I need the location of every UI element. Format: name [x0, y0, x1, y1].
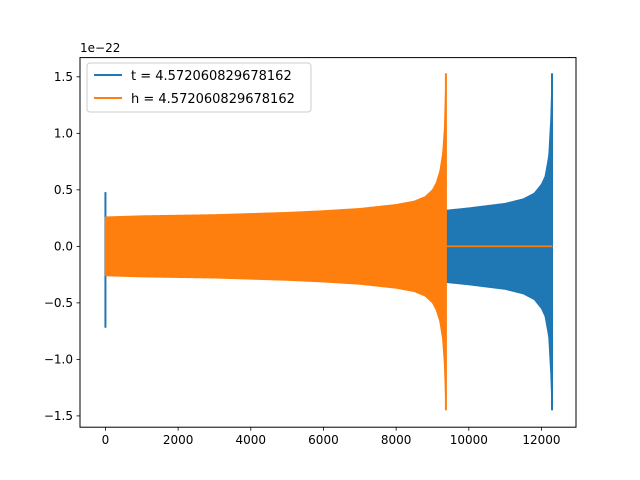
y-tick-label: 1.0: [54, 127, 73, 141]
x-axis: 0 2000 4000 6000 8000 10000 12000: [102, 427, 561, 447]
plot-frame: [79, 57, 577, 428]
x-tick-label: 12000: [522, 433, 560, 447]
legend-label-t: t = 4.572060829678162: [131, 69, 292, 84]
y-tick-label: −0.5: [44, 296, 73, 310]
series-layer: [104, 73, 554, 411]
x-tick-label: 8000: [381, 433, 412, 447]
series-oscillation: [104, 216, 109, 276]
legend: t = 4.572060829678162 h = 4.572060829678…: [86, 62, 312, 113]
x-tick-label: 0: [102, 433, 110, 447]
y-tick-label: −1.5: [44, 409, 73, 423]
series-h: [104, 73, 553, 411]
legend-frame: [86, 62, 312, 113]
x-tick-label: 4000: [236, 433, 267, 447]
y-tick-label: 0.5: [54, 183, 73, 197]
x-tick-label: 10000: [450, 433, 488, 447]
y-tick-label: 0.0: [54, 240, 73, 254]
y-tick-label: 1.5: [54, 70, 73, 84]
series-envelope: [104, 73, 447, 411]
x-tick-label: 6000: [308, 433, 339, 447]
x-tick-label: 2000: [163, 433, 194, 447]
y-tick-label: −1.0: [44, 353, 73, 367]
y-axis: −1.5 −1.0 −0.5 0.0 0.5 1.0 1.5: [44, 70, 80, 423]
legend-label-h: h = 4.572060829678162: [131, 92, 295, 107]
axis-offset-text: 1e−22: [80, 41, 120, 55]
